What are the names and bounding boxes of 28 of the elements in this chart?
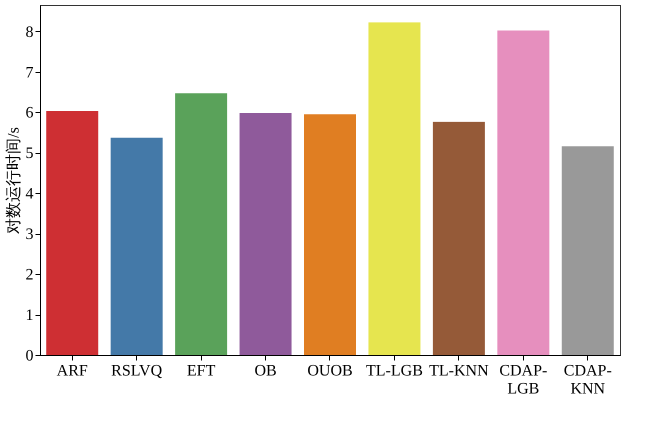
y-tick-label: 3 (26, 226, 34, 244)
y-tick-label: 2 (26, 266, 34, 284)
y-tick-label: 0 (26, 348, 34, 364)
x-tick-label: EFT (186, 362, 216, 380)
x-tick-label: TL-LGB (366, 362, 423, 380)
bar (497, 30, 550, 355)
bar (110, 138, 163, 355)
x-tick-label: OB (254, 362, 277, 380)
y-tick-label: 1 (26, 307, 34, 324)
bar (432, 122, 485, 355)
bar (562, 146, 614, 355)
x-tick-label: OUOB (307, 362, 353, 380)
bar (368, 22, 420, 355)
x-tick-label: RSLVQ (111, 362, 163, 380)
bar (304, 114, 356, 355)
y-tick-label: 8 (26, 24, 34, 41)
y-axis-title: 对数运行时间/s (4, 127, 22, 234)
x-tick-label: TL-KNN (429, 362, 490, 380)
bar (46, 111, 98, 355)
y-tick-label: 7 (26, 64, 34, 82)
bar (175, 93, 228, 355)
x-tick-label: CDAP- KNN (564, 362, 612, 398)
y-tick-label: 6 (26, 104, 34, 122)
bar (240, 113, 292, 355)
x-tick-label: CDAP- LGB (499, 362, 548, 398)
y-tick-label: 4 (26, 186, 34, 203)
y-tick-label: 5 (26, 145, 34, 162)
x-tick-label: ARF (56, 362, 88, 380)
